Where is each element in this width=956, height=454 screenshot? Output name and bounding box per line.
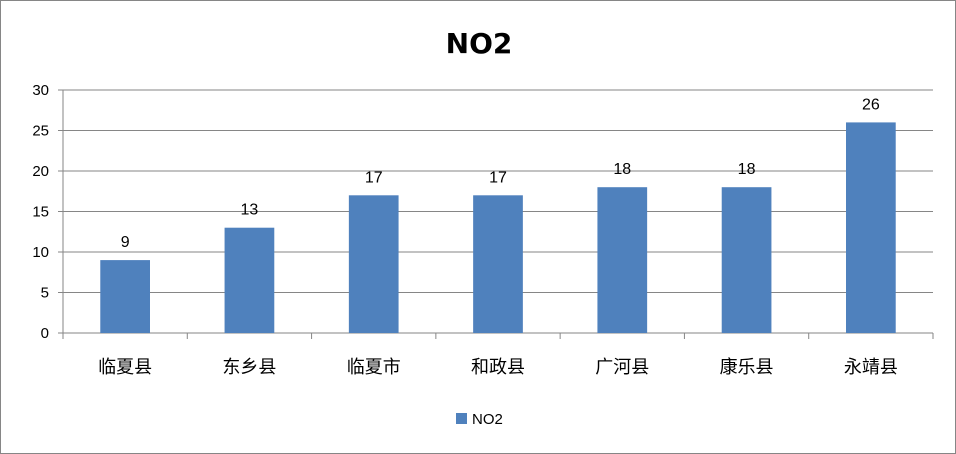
data-label: 13 [241,202,259,219]
y-tick-label: 25 [32,123,49,140]
x-category-label: 永靖县 [844,357,898,378]
x-category-label: 东乡县 [222,357,276,378]
x-axis-categories: 临夏县 东乡县 临夏市 和政县 广河县 康乐县 永靖县 [98,357,898,378]
x-category-label: 临夏县 [98,357,152,378]
legend: NO2 [456,411,503,428]
bar [100,260,150,333]
chart-title: NO2 [446,27,513,60]
data-label: 17 [489,169,507,186]
y-tick-label: 10 [32,244,49,261]
bar [348,195,399,333]
y-tick-label: 15 [32,204,49,221]
legend-label: NO2 [472,411,503,428]
y-tick-label: 30 [32,82,49,99]
x-category-label: 康乐县 [720,357,774,378]
x-category-label: 临夏市 [347,357,401,378]
legend-swatch [456,413,467,424]
data-label: 18 [613,161,631,178]
bar [846,122,896,334]
bar [721,187,772,333]
data-label: 26 [862,96,880,113]
data-label: 9 [121,234,130,251]
x-category-label: 广河县 [595,357,649,378]
y-axis-ticks: 0 5 10 15 20 25 30 [32,82,63,342]
data-label: 17 [365,169,383,186]
y-tick-label: 20 [32,163,49,180]
bar [473,195,523,333]
bar [597,187,648,333]
y-tick-label: 0 [41,325,49,342]
bar [224,227,275,333]
bars [100,122,896,334]
x-category-label: 和政县 [471,357,525,378]
y-tick-label: 5 [41,285,49,302]
data-labels: 9 13 17 17 18 18 26 [121,96,880,251]
data-label: 18 [738,161,756,178]
